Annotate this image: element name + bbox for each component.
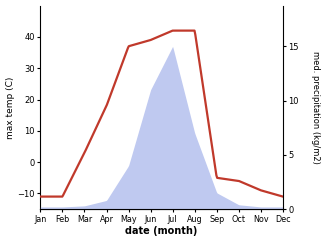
- X-axis label: date (month): date (month): [126, 227, 198, 236]
- Y-axis label: med. precipitation (kg/m2): med. precipitation (kg/m2): [311, 51, 320, 164]
- Y-axis label: max temp (C): max temp (C): [6, 76, 15, 138]
